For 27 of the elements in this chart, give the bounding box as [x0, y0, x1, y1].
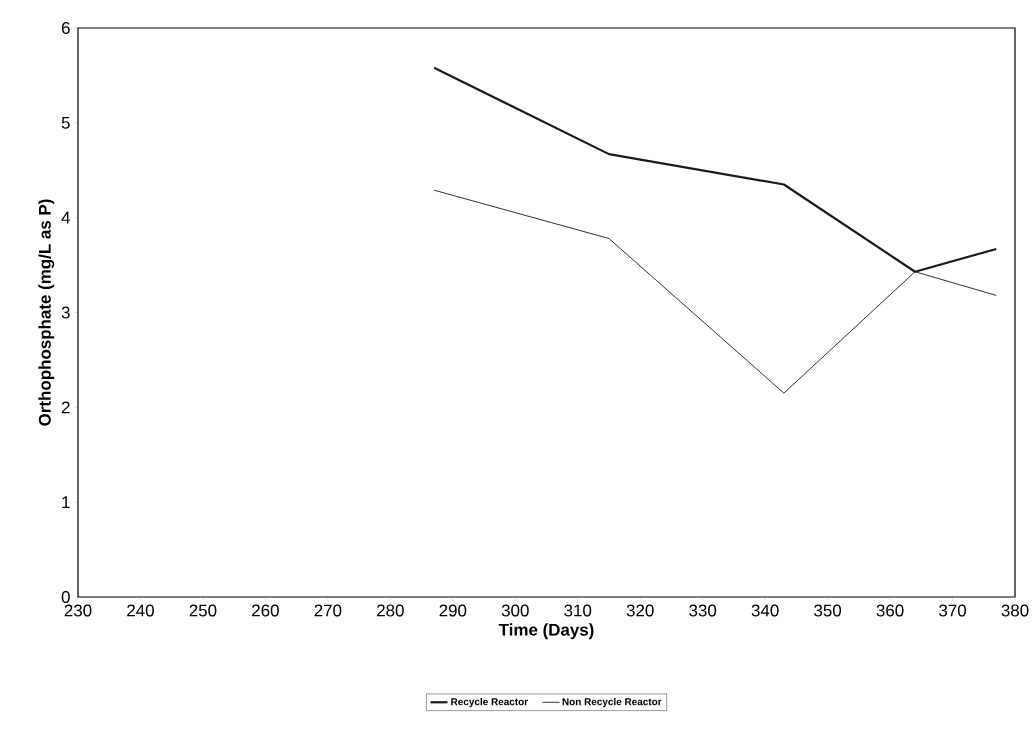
y-tick-label: 6	[61, 22, 70, 34]
x-tick-label: 340	[751, 604, 779, 617]
x-tick-label: 270	[314, 604, 342, 617]
x-tick-label: 370	[939, 604, 967, 617]
y-tick-label: 0	[61, 591, 70, 603]
x-tick-label: 330	[689, 604, 717, 617]
y-tick-label: 3	[61, 306, 70, 319]
x-tick-label: 230	[64, 604, 92, 617]
y-tick-label: 2	[61, 401, 70, 414]
x-tick-label: 250	[189, 604, 217, 617]
x-tick-label: 360	[876, 604, 904, 617]
x-tick-label: 290	[439, 604, 467, 617]
y-tick-label: 4	[61, 211, 70, 224]
y-axis-title: Orthophosphate (mg/L as P)	[38, 199, 55, 426]
x-tick-label: 260	[252, 604, 279, 617]
y-tick-label: 5	[61, 116, 70, 129]
legend-label: Non Recycle Reactor	[562, 697, 662, 708]
x-axis-title: Time (Days)	[498, 623, 594, 640]
x-tick-label: 380	[1001, 604, 1029, 617]
legend-label: Recycle Reactor	[451, 697, 528, 708]
x-tick-label: 280	[377, 604, 404, 617]
y-tick-label: 1	[62, 496, 70, 508]
x-tick-label: 350	[814, 604, 842, 617]
x-tick-label: 310	[564, 604, 592, 617]
x-tick-label: 300	[501, 604, 529, 617]
x-tick-label: 240	[127, 604, 154, 617]
x-tick-label: 320	[626, 604, 654, 617]
